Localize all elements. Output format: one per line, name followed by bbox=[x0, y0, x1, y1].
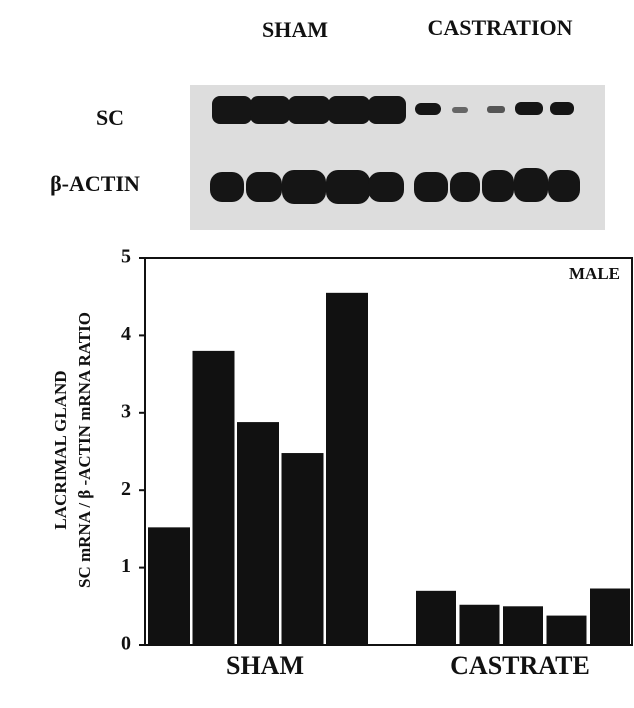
blot-column-label: CASTRATION bbox=[427, 15, 572, 40]
y-axis-label: LACRIMAL GLAND bbox=[51, 370, 70, 529]
bar bbox=[193, 351, 235, 645]
bar bbox=[326, 293, 368, 645]
x-group-label: CASTRATE bbox=[450, 651, 590, 680]
y-tick-label: 5 bbox=[121, 246, 131, 268]
page: {"blot": {"columns": ["SHAM", "CASTRATIO… bbox=[0, 0, 634, 708]
bar bbox=[282, 453, 324, 645]
y-tick-label: 4 bbox=[121, 323, 131, 345]
blot-row-label: SC bbox=[96, 105, 124, 130]
y-tick-label: 3 bbox=[121, 400, 131, 422]
bar bbox=[460, 605, 500, 645]
bar bbox=[547, 616, 587, 645]
blot-column-label: SHAM bbox=[262, 17, 328, 42]
y-tick-label: 1 bbox=[121, 555, 131, 577]
bar bbox=[237, 422, 279, 645]
blot-row-label: β-ACTIN bbox=[50, 171, 140, 196]
bar bbox=[148, 527, 190, 645]
y-axis-label: SC mRNA / β -ACTIN mRNA RATIO bbox=[75, 312, 94, 588]
annotation: MALE bbox=[569, 264, 620, 283]
blot-image bbox=[190, 85, 605, 230]
y-tick-label: 2 bbox=[121, 478, 131, 500]
bar bbox=[590, 588, 630, 645]
x-group-label: SHAM bbox=[226, 651, 304, 680]
bar bbox=[416, 591, 456, 645]
y-tick-label: 0 bbox=[121, 633, 131, 655]
bar bbox=[503, 606, 543, 645]
figure: SHAM CASTRATION SC β-ACTIN MALE LACRIMAL… bbox=[0, 0, 634, 708]
